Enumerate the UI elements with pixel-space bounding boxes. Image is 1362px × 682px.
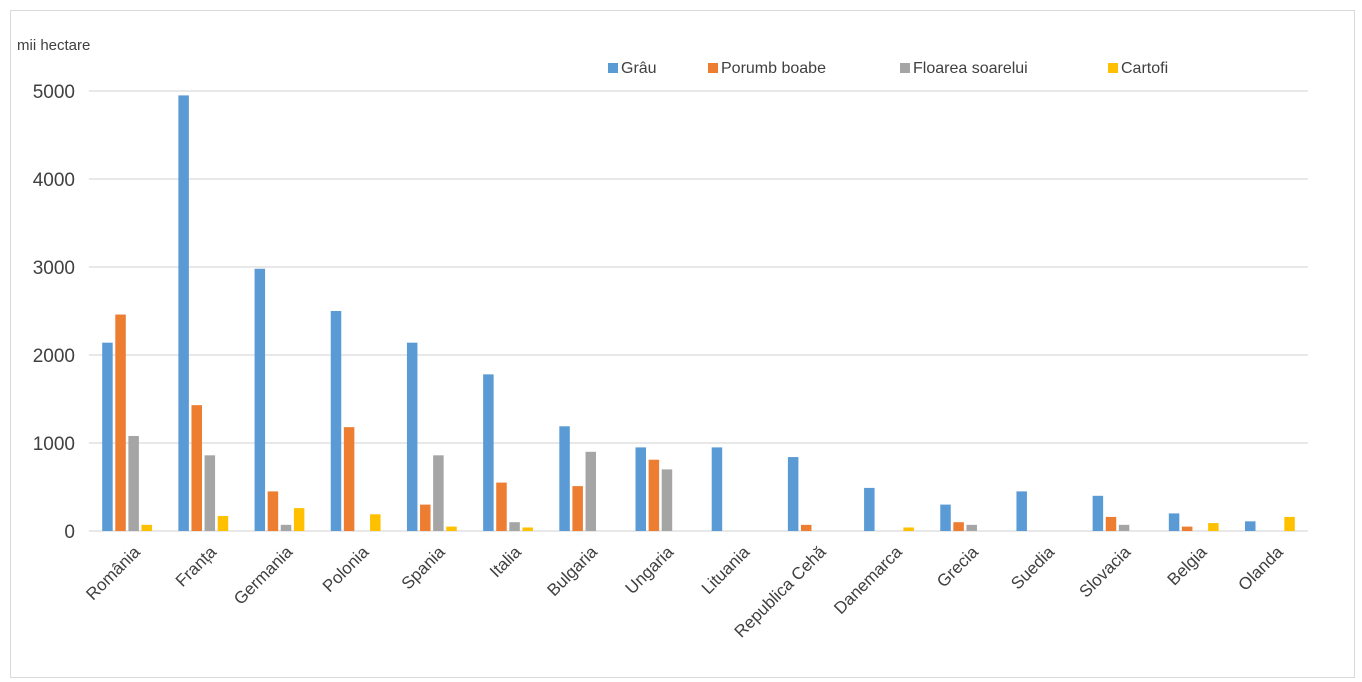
bar <box>420 504 431 531</box>
x-tick-label: Italia <box>486 542 525 581</box>
bar <box>711 447 723 531</box>
y-tick-label: 2000 <box>33 346 75 367</box>
y-tick-label: 3000 <box>33 258 75 279</box>
bar <box>141 524 152 531</box>
x-tick-label: Germania <box>230 542 297 609</box>
bar <box>191 405 202 531</box>
bar <box>559 426 570 531</box>
bar <box>1092 495 1104 531</box>
y-axis-label: mii hectare <box>17 37 90 54</box>
x-tick-label: Lituania <box>698 542 754 598</box>
bar <box>115 314 126 531</box>
bar <box>1181 526 1193 531</box>
y-tick-labels: 0 1000 2000 3000 4000 5000 <box>33 82 75 543</box>
x-tick-label: Bulgaria <box>544 542 602 600</box>
bar <box>940 504 951 531</box>
bar-layer <box>102 95 1295 532</box>
x-tick-label: Suedia <box>1007 542 1058 593</box>
bar <box>280 524 292 531</box>
x-tick-label: Slovacia <box>1075 542 1134 601</box>
bar <box>800 524 812 531</box>
x-tick-label: Danemarca <box>830 542 906 618</box>
y-tick-label: 4000 <box>33 170 75 191</box>
bar <box>1208 523 1219 531</box>
bar <box>267 491 279 531</box>
x-tick-label: Grecia <box>933 542 982 591</box>
x-tick-label: Polonia <box>319 542 373 596</box>
bar <box>864 487 875 531</box>
legend-swatch <box>608 63 618 73</box>
bar <box>178 95 189 532</box>
bar <box>572 486 583 531</box>
bar <box>509 522 520 531</box>
bar <box>433 455 444 531</box>
chart-frame: mii hectare 0 1000 2000 3000 4000 5000 Români… <box>10 10 1355 678</box>
bar <box>217 516 229 531</box>
y-tick-label: 5000 <box>33 82 75 103</box>
bar <box>406 342 418 531</box>
legend-swatch <box>1108 63 1118 73</box>
legend: Grâu Porumb boabe Floarea soarelui Cartofi <box>608 60 1168 77</box>
bar <box>254 268 266 531</box>
bar <box>1105 516 1117 531</box>
bar <box>483 374 494 531</box>
bar <box>1168 513 1180 531</box>
bar <box>953 522 964 531</box>
bar <box>522 527 533 531</box>
bar <box>635 447 647 531</box>
legend-swatch <box>708 63 718 73</box>
bar <box>1284 516 1295 531</box>
bar <box>204 455 216 531</box>
bar <box>446 526 457 531</box>
legend-label: Porumb boabe <box>721 60 826 77</box>
bar <box>903 527 914 531</box>
legend-label: Grâu <box>621 60 657 77</box>
bar <box>370 514 381 531</box>
grid-layer <box>89 90 1308 532</box>
chart-svg: mii hectare 0 1000 2000 3000 4000 5000 Români… <box>17 37 1308 641</box>
x-tick-label: România <box>82 542 144 604</box>
bar <box>128 435 139 531</box>
bar <box>330 311 342 531</box>
bar <box>343 427 355 531</box>
bar <box>1016 491 1027 531</box>
bar <box>661 469 673 531</box>
bar <box>1118 524 1130 531</box>
legend-label: Floarea soarelui <box>913 60 1028 77</box>
x-tick-label: Olanda <box>1235 542 1288 595</box>
bar <box>648 459 660 531</box>
x-tick-label: Spania <box>398 542 449 593</box>
bar <box>496 482 507 531</box>
y-tick-label: 1000 <box>33 434 75 455</box>
bar <box>966 524 977 531</box>
y-tick-label: 0 <box>64 522 75 543</box>
bar <box>102 342 113 531</box>
bar <box>1245 521 1256 531</box>
bar <box>787 457 799 531</box>
bar <box>293 508 305 531</box>
x-tick-label: Franța <box>172 542 221 591</box>
x-tick-label: Ungaria <box>622 542 678 598</box>
legend-swatch <box>900 63 910 73</box>
x-tick-labels: România Franța Germania Polonia Spania Italia… <box>82 542 1287 641</box>
bar <box>585 451 597 531</box>
x-tick-label: Belgia <box>1164 542 1211 589</box>
legend-label: Cartofi <box>1121 60 1168 77</box>
